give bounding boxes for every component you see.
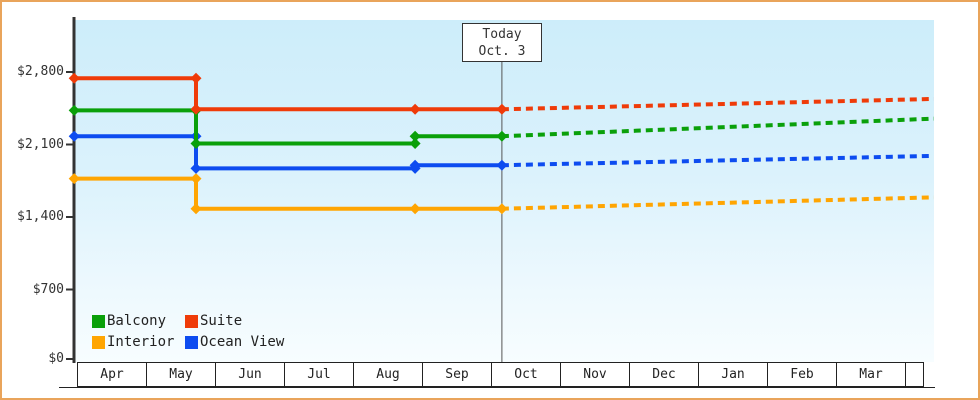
today-box: Today Oct. 3 [462,23,542,62]
data-point-marker [409,137,421,149]
legend-swatch-icon [92,314,105,328]
month-cell: Nov [560,362,630,387]
data-point-marker [409,103,421,115]
data-point-marker [190,103,202,115]
month-cell: Feb [767,362,837,387]
series-suite-forecast [501,96,934,112]
month-cell: Dec [629,362,699,387]
month-cell-empty [905,362,924,387]
series-suite-history [74,76,502,112]
data-point-marker [68,104,80,116]
legend-label: Suite [200,313,243,329]
legend-item-suite: Suite [185,313,284,329]
data-point-marker [496,103,508,115]
series-ocean-view-forecast [501,153,934,168]
data-point-marker [496,130,508,142]
data-point-marker [190,72,202,84]
legend-swatch-icon [185,314,198,328]
month-cell: Mar [836,362,906,387]
series-interior-forecast [501,195,934,211]
legend-swatch-icon [92,335,105,349]
today-label: Today [482,26,522,42]
data-point-marker [68,72,80,84]
series-interior-history [74,176,502,211]
data-point-marker [68,173,80,185]
legend: Balcony Suite Interior Ocean View [92,313,284,350]
month-cell: Apr [77,362,147,387]
data-point-marker [409,159,421,171]
data-point-marker [190,162,202,174]
data-point-marker [190,173,202,185]
legend-item-balcony: Balcony [92,313,185,329]
series-ocean-view-history [74,134,502,171]
legend-label: Balcony [107,313,167,329]
data-point-marker [409,130,421,142]
today-date: Oct. 3 [478,43,526,59]
month-axis: Apr May Jun Jul Aug Sep Oct Nov Dec Jan Feb Mar [77,362,924,387]
data-point-marker [409,203,421,215]
data-point-marker [496,159,508,171]
month-cell: Jul [284,362,354,387]
data-point-marker [190,137,202,149]
series-balcony-forecast [501,116,934,139]
legend-label: Ocean View [200,334,285,350]
plot-area [74,20,934,362]
legend-item-interior: Interior [92,334,185,350]
month-cell: Aug [353,362,423,387]
month-cell: Jun [215,362,285,387]
data-point-marker [68,130,80,142]
month-cell: May [146,362,216,387]
legend-label: Interior [107,334,175,350]
legend-swatch-icon [185,335,198,349]
series-balcony-history [74,108,502,146]
month-cell: Jan [698,362,768,387]
axis-baseline [59,387,935,388]
month-cell: Sep [422,362,492,387]
legend-item-ocean-view: Ocean View [185,334,284,350]
data-point-marker [496,203,508,215]
month-cell: Oct [491,362,561,387]
data-point-marker [190,203,202,215]
